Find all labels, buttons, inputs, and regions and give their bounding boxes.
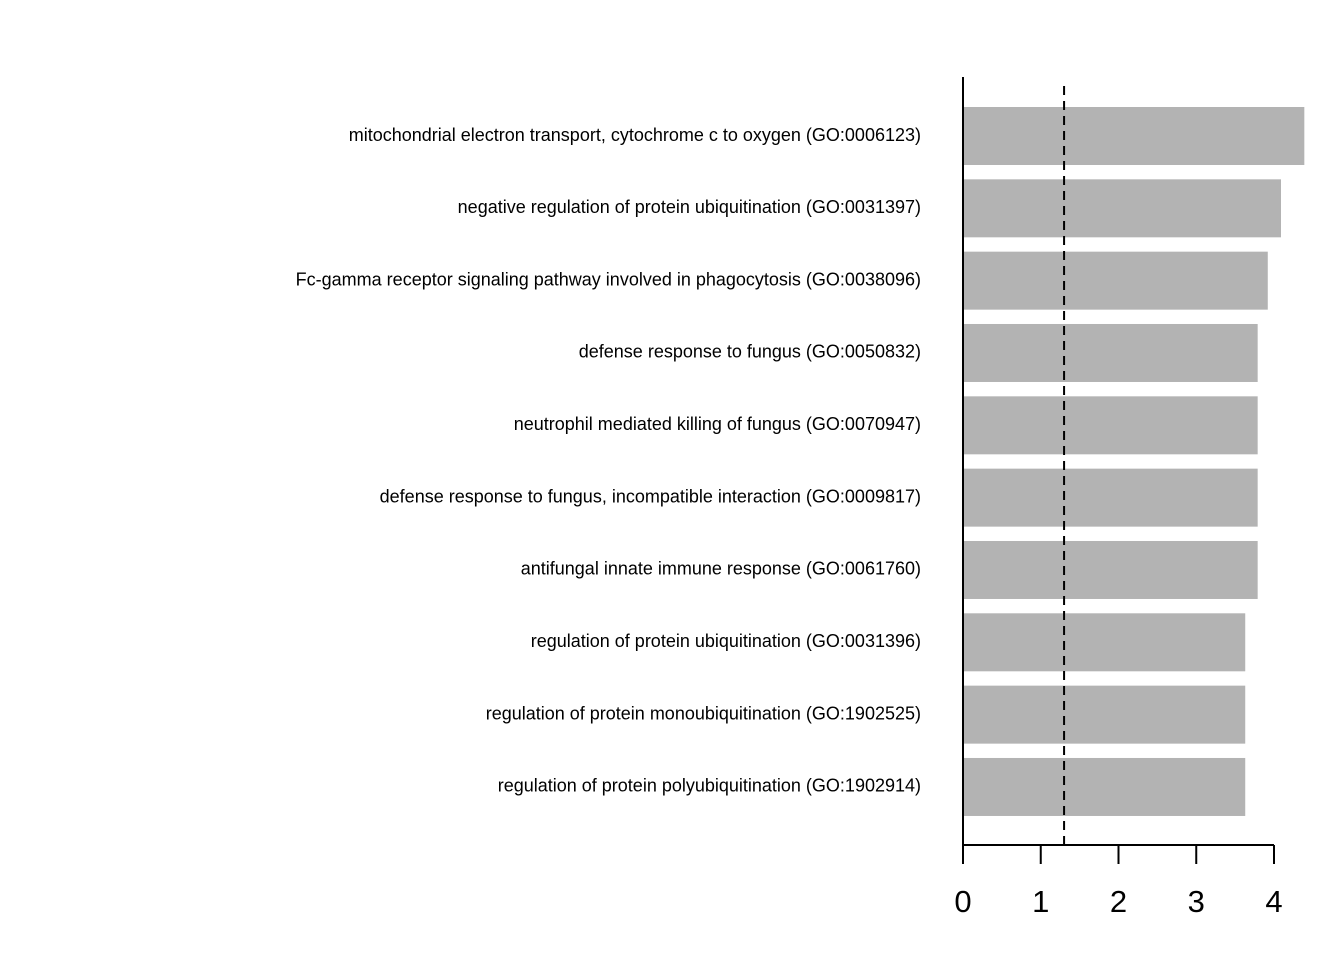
bar: [963, 685, 1246, 744]
category-label: negative regulation of protein ubiquitin…: [458, 197, 921, 217]
category-label: regulation of protein ubiquitination (GO…: [531, 631, 921, 651]
x-tick-label: 1: [1032, 884, 1049, 919]
category-label: neutrophil mediated killing of fungus (G…: [514, 414, 921, 434]
bar: [963, 613, 1246, 672]
bar: [963, 323, 1258, 382]
category-label: defense response to fungus (GO:0050832): [579, 342, 921, 362]
bar: [963, 251, 1268, 310]
x-tick-label: 2: [1110, 884, 1127, 919]
bar: [963, 540, 1258, 599]
x-tick-label: 3: [1188, 884, 1205, 919]
bar: [963, 107, 1305, 165]
category-label: mitochondrial electron transport, cytoch…: [349, 125, 921, 145]
x-tick-label: 4: [1265, 884, 1282, 919]
bar: [963, 468, 1258, 527]
category-label: defense response to fungus, incompatible…: [380, 486, 921, 506]
category-label: antifungal innate immune response (GO:00…: [521, 559, 921, 579]
bar: [963, 396, 1258, 455]
bar: [963, 179, 1281, 238]
category-label: Fc-gamma receptor signaling pathway invo…: [296, 269, 921, 289]
bar: [963, 757, 1246, 816]
category-label: regulation of protein polyubiquitination…: [498, 776, 921, 796]
category-label: regulation of protein monoubiquitination…: [486, 703, 921, 723]
x-tick-label: 0: [954, 884, 971, 919]
